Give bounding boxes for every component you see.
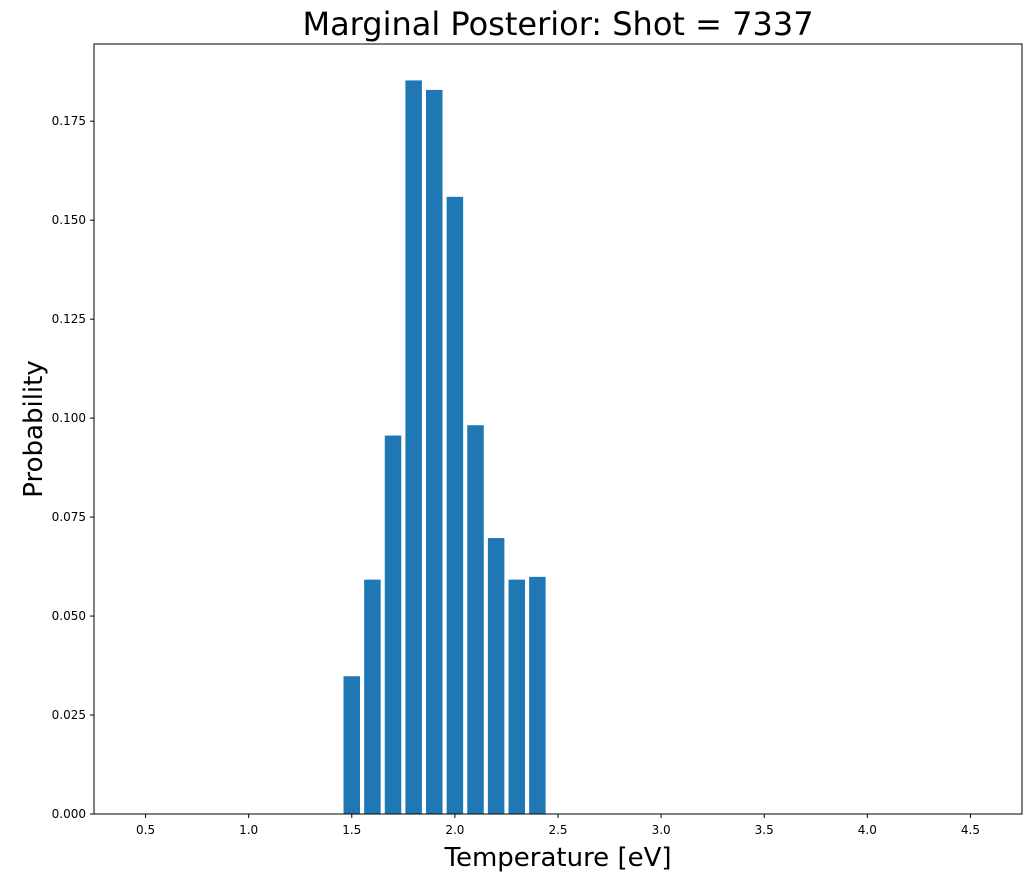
x-tick-label: 2.5 xyxy=(548,823,567,837)
y-tick-label: 0.125 xyxy=(52,312,86,326)
x-axis-label: Temperature [eV] xyxy=(443,843,671,873)
x-tick-label: 4.0 xyxy=(858,823,877,837)
plot-frame xyxy=(93,43,1023,815)
x-tick-label: 0.5 xyxy=(136,823,155,837)
bar xyxy=(426,89,443,815)
x-tick-label: 2.0 xyxy=(445,823,464,837)
x-tick-label: 3.0 xyxy=(652,823,671,837)
y-axis-label: Probability xyxy=(19,360,49,497)
y-tick-label: 0.025 xyxy=(52,708,86,722)
y-tick-label: 0.050 xyxy=(52,609,86,623)
bar xyxy=(364,579,381,814)
bar xyxy=(343,676,361,814)
bar xyxy=(446,196,464,815)
bar xyxy=(487,538,505,814)
bar xyxy=(508,579,526,814)
bar xyxy=(529,576,546,814)
bars-group xyxy=(343,80,546,815)
y-tick-label: 0.150 xyxy=(52,213,86,227)
x-axis-ticks: 0.5 1.0 1.5 2.0 2.5 3.0 3.5 4.0 4.5 xyxy=(136,814,980,837)
x-tick-label: 3.5 xyxy=(755,823,774,837)
y-tick-label: 0.100 xyxy=(52,411,86,425)
bar xyxy=(384,435,402,814)
y-tick-label: 0.000 xyxy=(52,807,86,821)
x-tick-label: 1.5 xyxy=(342,823,361,837)
y-tick-label: 0.075 xyxy=(52,510,86,524)
bar xyxy=(467,425,484,814)
x-tick-label: 4.5 xyxy=(961,823,980,837)
x-tick-label: 1.0 xyxy=(239,823,258,837)
bar xyxy=(405,80,422,815)
chart-title: Marginal Posterior: Shot = 7337 xyxy=(302,5,813,43)
y-tick-label: 0.175 xyxy=(52,114,86,128)
y-axis-ticks: 0.000 0.025 0.050 0.075 0.100 0.125 0.150 0.175 xyxy=(52,114,94,821)
